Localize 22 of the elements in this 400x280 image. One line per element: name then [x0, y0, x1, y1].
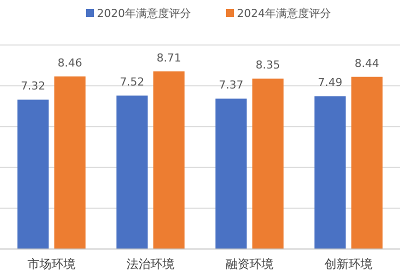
bar	[351, 76, 383, 249]
data-label: 7.32	[20, 80, 46, 93]
x-tick-label: 创新环境	[324, 257, 373, 271]
data-label: 8.35	[256, 58, 280, 72]
bar	[215, 98, 247, 249]
bar	[116, 96, 148, 249]
data-label: 7.49	[318, 76, 342, 90]
data-label: 8.71	[156, 51, 182, 64]
data-label: 8.46	[58, 56, 82, 70]
bar	[252, 78, 284, 249]
x-tick-label: 市场环境	[27, 257, 76, 271]
data-label: 8.44	[354, 56, 380, 70]
x-tick-label: 融资环境	[226, 257, 274, 271]
bar	[314, 96, 346, 249]
data-label: 7.37	[218, 78, 244, 92]
legend-label: 2020年满意度评分	[97, 7, 191, 20]
data-label: 7.52	[120, 76, 144, 89]
bar	[54, 76, 86, 249]
bar	[17, 100, 49, 249]
bar	[153, 71, 185, 249]
x-tick-label: 法治环境	[126, 257, 174, 271]
legend-label: 2024年满意度评分	[237, 7, 331, 20]
